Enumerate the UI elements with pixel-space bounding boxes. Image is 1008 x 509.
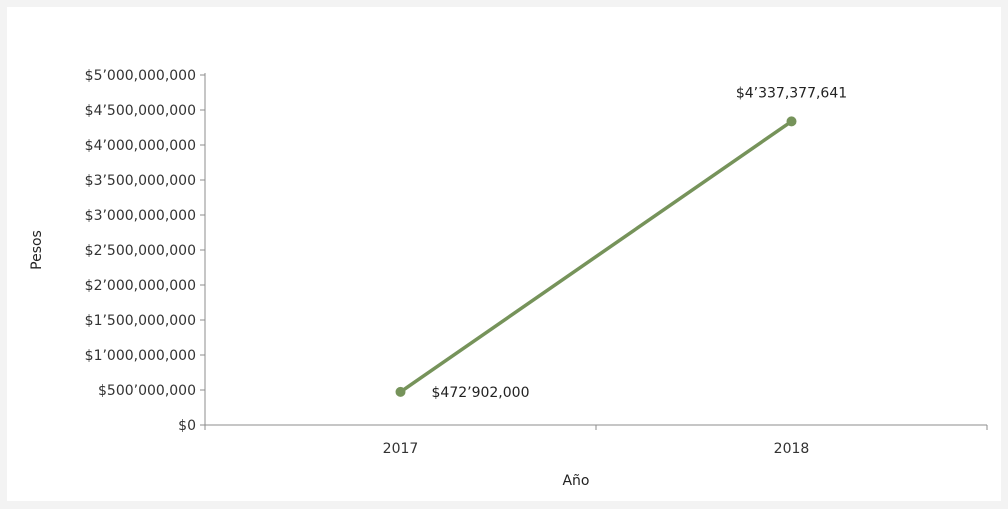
y-tick-label: $2’000,000,000: [85, 278, 196, 294]
x-tick-label: 2017: [383, 441, 419, 457]
y-axis-title: Pesos: [29, 230, 45, 270]
x-axis: 2017 2018: [204, 424, 988, 457]
chart-frame: $0 $500’000,000 $1’000,000,000 $1’500,000,0…: [7, 7, 1001, 501]
y-tick-label: $4’500,000,000: [85, 103, 196, 119]
data-label: $4’337,377,641: [736, 85, 847, 101]
line-chart: $0 $500’000,000 $1’000,000,000 $1’500,000,0…: [29, 68, 988, 489]
data-label: $472’902,000: [432, 385, 530, 401]
y-tick-label: $5’000,000,000: [85, 68, 196, 84]
y-tick-label: $1’000,000,000: [85, 348, 196, 364]
y-tick-label: $2’500,000,000: [85, 243, 196, 259]
series-line: [398, 119, 794, 394]
y-tick-label: $1’500,000,000: [85, 313, 196, 329]
data-point: [395, 386, 406, 397]
data-point: [786, 116, 797, 127]
series-group: $472’902,000 $4’337,377,641: [395, 85, 847, 401]
x-axis-title: Año: [562, 473, 589, 489]
y-axis: $0 $500’000,000 $1’000,000,000 $1’500,000,0…: [85, 68, 206, 434]
y-tick-label: $3’500,000,000: [85, 173, 196, 189]
y-tick-label: $4’000,000,000: [85, 138, 196, 154]
y-tick-label: $0: [178, 418, 196, 434]
x-tick-label: 2018: [774, 441, 810, 457]
y-tick-label: $500’000,000: [98, 383, 196, 399]
y-tick-label: $3’000,000,000: [85, 208, 196, 224]
